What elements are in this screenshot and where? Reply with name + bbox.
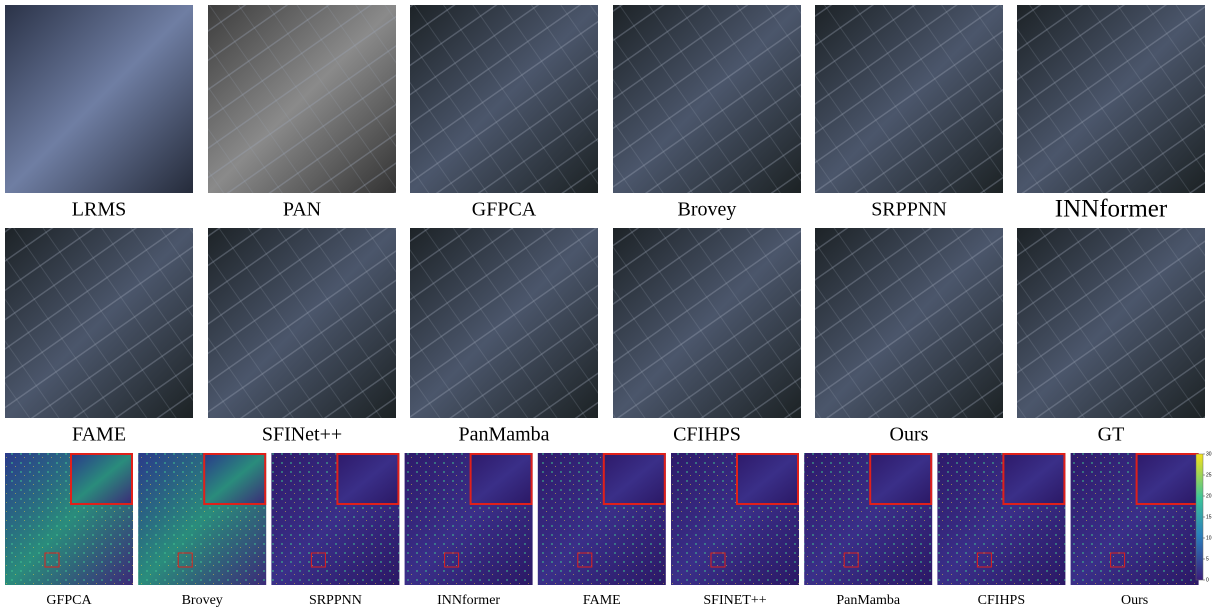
zoom-inset xyxy=(604,454,665,504)
zoom-inset xyxy=(71,454,132,504)
image-label: PAN xyxy=(283,199,321,221)
image-label: CFIHPS xyxy=(673,424,741,446)
colorbar-tick-label: 20 xyxy=(1206,493,1212,499)
error-map-label: CFIHPS xyxy=(978,593,1025,608)
image-texture xyxy=(613,228,801,418)
zoom-inset xyxy=(870,454,931,504)
colorbar-tick-label: 15 xyxy=(1206,514,1212,520)
image-texture xyxy=(815,228,1003,418)
image-texture xyxy=(1017,5,1205,193)
image-texture xyxy=(613,5,801,193)
error-map-label: INNformer xyxy=(437,593,500,608)
error-map-label: SFINET++ xyxy=(703,593,766,608)
colorbar-tick-label: 30 xyxy=(1206,451,1212,457)
page: {"rows": [ {"labels": ["LRMS", "PAN", "G… xyxy=(0,0,1213,611)
image-label: Brovey xyxy=(678,199,737,221)
zoom-inset xyxy=(737,454,798,504)
zoom-inset xyxy=(204,454,265,504)
image-label: SRPPNN xyxy=(871,199,947,221)
colorbar-tick-label: 25 xyxy=(1206,472,1212,478)
zoom-inset xyxy=(1003,454,1064,504)
error-map-label: PanMamba xyxy=(836,593,901,608)
image-label: GT xyxy=(1098,424,1125,446)
image-panel xyxy=(5,5,193,193)
colorbar xyxy=(1196,454,1203,580)
image-texture xyxy=(208,5,396,193)
error-map-label: SRPPNN xyxy=(309,593,362,608)
image-texture xyxy=(410,228,598,418)
colorbar-tick-label: 5 xyxy=(1206,556,1209,562)
image-texture xyxy=(208,228,396,418)
image-label: LRMS xyxy=(72,199,126,221)
image-label: INNformer xyxy=(1055,196,1168,223)
zoom-inset xyxy=(337,454,398,504)
colorbar-tick-label: 10 xyxy=(1206,535,1212,541)
zoom-inset xyxy=(471,454,532,504)
error-map-label: Brovey xyxy=(182,593,223,608)
image-label: Ours xyxy=(890,424,929,446)
image-texture xyxy=(815,5,1003,193)
image-label: FAME xyxy=(72,424,126,446)
image-texture xyxy=(1017,228,1205,418)
image-label: PanMamba xyxy=(458,424,549,446)
image-label: SFINet++ xyxy=(262,424,342,446)
zoom-inset xyxy=(1137,454,1198,504)
image-texture xyxy=(410,5,598,193)
error-map-label: Ours xyxy=(1121,593,1148,608)
figure: LRMS PAN GFPCA Brovey SRPPNN INNformer FAME SFI… xyxy=(0,0,1213,611)
colorbar-tick-label: 0 xyxy=(1206,577,1209,583)
error-map-label: GFPCA xyxy=(46,593,92,608)
image-texture xyxy=(5,228,193,418)
error-map-label: FAME xyxy=(583,593,621,608)
image-label: GFPCA xyxy=(472,199,537,221)
